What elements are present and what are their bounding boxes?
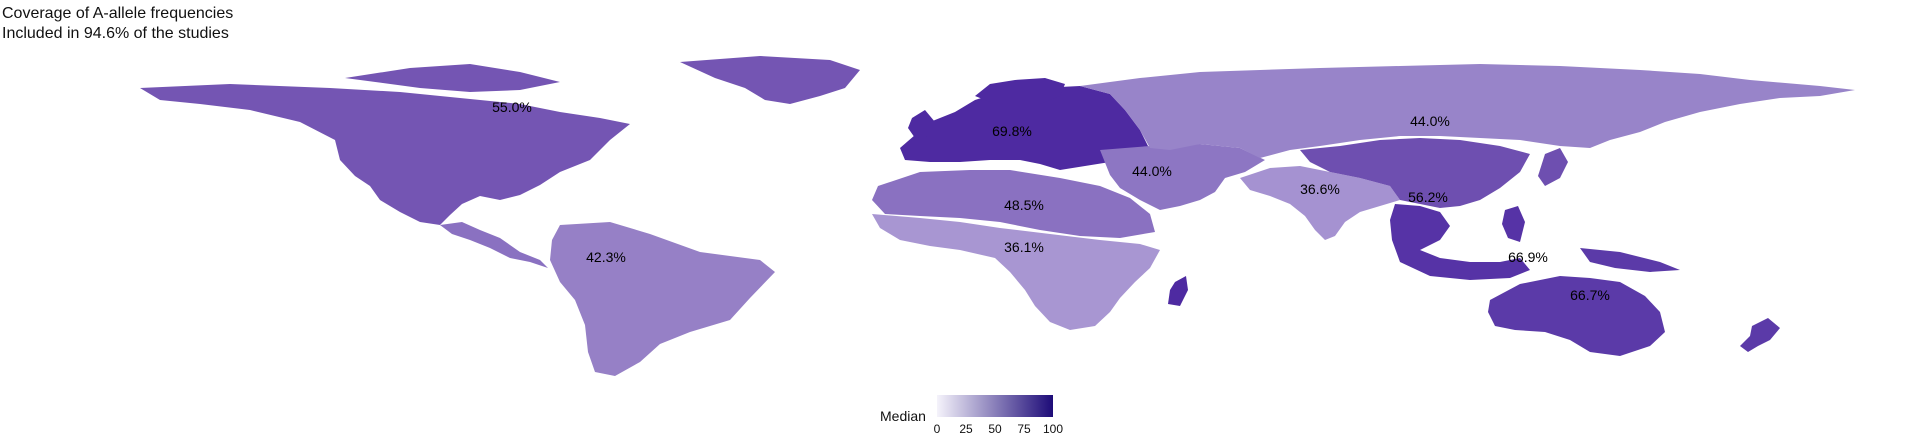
region-new-guinea bbox=[1580, 248, 1680, 272]
label-south-asia: 36.6% bbox=[1300, 181, 1340, 197]
region-arctic-islands bbox=[345, 64, 560, 92]
label-middle-east: 44.0% bbox=[1132, 163, 1172, 179]
label-north-africa: 48.5% bbox=[1004, 197, 1044, 213]
legend-tick-0: 0 bbox=[933, 422, 941, 436]
title-line-2: Included in 94.6% of the studies bbox=[2, 25, 229, 42]
label-europe: 69.8% bbox=[992, 123, 1032, 139]
legend-tick-100: 100 bbox=[1042, 422, 1064, 436]
region-central-america bbox=[440, 222, 548, 268]
legend-title: Median bbox=[880, 408, 926, 424]
label-south-america: 42.3% bbox=[586, 249, 626, 265]
label-east-asia: 56.2% bbox=[1408, 189, 1448, 205]
region-uk bbox=[908, 110, 935, 138]
label-russia-north-asia: 44.0% bbox=[1410, 113, 1450, 129]
title-line-1: Coverage of A-allele frequencies bbox=[2, 5, 234, 22]
legend-tick-75: 75 bbox=[1017, 422, 1031, 436]
region-north-america bbox=[140, 84, 630, 225]
region-greenland bbox=[680, 56, 860, 104]
map-title: Coverage of A-allele frequencies Include… bbox=[2, 4, 233, 44]
region-scandinavia bbox=[975, 78, 1065, 104]
region-philippines bbox=[1502, 206, 1525, 242]
region-madagascar bbox=[1168, 276, 1188, 306]
region-oceania bbox=[1488, 276, 1665, 356]
region-southeast-asia bbox=[1390, 204, 1530, 280]
legend-tick-50: 50 bbox=[988, 422, 1002, 436]
label-oceania: 66.7% bbox=[1570, 287, 1610, 303]
region-south-america bbox=[550, 222, 775, 376]
region-north-africa bbox=[872, 170, 1155, 238]
region-russia-north-asia bbox=[1080, 64, 1855, 158]
region-japan bbox=[1538, 148, 1568, 186]
region-south-asia bbox=[1240, 166, 1400, 240]
region-east-asia bbox=[1300, 138, 1530, 208]
label-southeast-asia: 66.9% bbox=[1508, 249, 1548, 265]
label-sub-saharan-africa: 36.1% bbox=[1004, 239, 1044, 255]
label-north-america: 55.0% bbox=[492, 99, 532, 115]
region-sub-saharan-africa bbox=[872, 214, 1160, 330]
region-new-zealand bbox=[1740, 318, 1780, 352]
region-europe bbox=[900, 86, 1165, 170]
region-middle-east bbox=[1100, 144, 1265, 210]
legend-gradient-bar bbox=[937, 395, 1053, 417]
legend-tick-25: 25 bbox=[959, 422, 973, 436]
